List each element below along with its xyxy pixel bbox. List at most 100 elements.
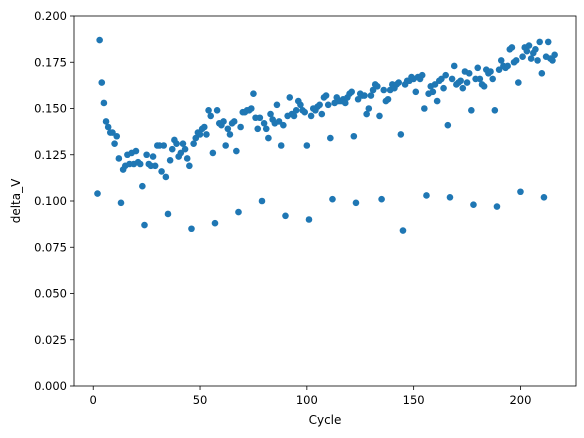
data-point — [158, 168, 165, 175]
data-point — [450, 62, 458, 70]
data-point — [442, 71, 449, 79]
data-point — [363, 110, 370, 118]
data-point — [179, 140, 187, 147]
data-point — [282, 212, 289, 220]
data-point — [352, 199, 360, 207]
data-point — [102, 118, 110, 125]
data-point — [256, 114, 264, 122]
data-point — [226, 131, 234, 138]
data-point — [303, 142, 311, 149]
data-point — [480, 83, 488, 90]
data-point — [141, 221, 148, 229]
y-tick-label: 0.050 — [34, 287, 67, 301]
data-point — [433, 97, 441, 105]
data-point — [186, 162, 193, 170]
y-tick-label: 0.200 — [34, 9, 67, 23]
data-point — [166, 157, 174, 164]
data-point — [160, 142, 168, 149]
data-point — [540, 194, 548, 201]
data-point — [307, 112, 315, 120]
y-tick-label: 0.100 — [34, 194, 67, 208]
data-point — [504, 62, 511, 70]
data-point — [459, 84, 467, 92]
data-point — [273, 101, 281, 109]
data-point — [181, 145, 189, 153]
data-point — [260, 120, 268, 127]
data-point — [109, 129, 116, 136]
data-point — [280, 121, 287, 129]
y-axis-label: delta_V — [9, 178, 23, 223]
data-point — [446, 194, 454, 201]
data-point — [151, 162, 159, 170]
x-axis-label: Cycle — [309, 413, 342, 427]
data-point — [297, 101, 304, 109]
data-point — [115, 155, 123, 162]
data-point — [250, 90, 257, 97]
data-point — [527, 55, 535, 62]
data-points — [94, 36, 558, 234]
data-point — [205, 107, 212, 114]
data-point — [491, 107, 499, 114]
data-point — [457, 77, 464, 85]
data-point — [361, 92, 368, 99]
data-point — [497, 57, 505, 64]
data-point — [136, 160, 144, 168]
data-point — [318, 110, 326, 118]
data-point — [196, 131, 204, 138]
data-point — [100, 99, 108, 107]
data-point — [380, 86, 388, 94]
data-point — [465, 70, 473, 77]
data-point — [329, 195, 336, 203]
data-point — [111, 140, 118, 147]
data-point — [262, 125, 270, 133]
data-point — [213, 107, 221, 114]
data-point — [534, 57, 541, 64]
y-tick-label: 0.000 — [34, 379, 67, 393]
data-point — [162, 173, 170, 181]
data-point — [305, 216, 313, 223]
data-point — [290, 112, 298, 120]
data-point — [235, 208, 242, 216]
data-point — [412, 88, 420, 96]
data-point — [440, 84, 447, 92]
data-point — [374, 83, 381, 90]
x-tick-label: 150 — [403, 393, 425, 407]
x-tick-label: 200 — [509, 393, 531, 407]
data-point — [463, 79, 471, 86]
data-point — [265, 134, 272, 142]
data-point — [525, 42, 533, 49]
data-point — [143, 151, 150, 159]
data-point — [301, 108, 309, 116]
y-tick-label: 0.025 — [34, 333, 67, 347]
data-point — [421, 105, 428, 112]
data-point — [96, 36, 103, 44]
y-tick-label: 0.175 — [34, 55, 67, 69]
data-point — [423, 192, 430, 199]
data-point — [515, 79, 522, 86]
data-point — [139, 182, 146, 190]
data-point — [275, 118, 283, 125]
data-point — [322, 92, 330, 99]
data-point — [220, 118, 227, 125]
data-point — [348, 88, 356, 96]
data-point — [224, 125, 232, 133]
data-point — [418, 71, 426, 79]
data-point — [94, 190, 101, 197]
data-point — [177, 149, 185, 157]
data-point — [324, 101, 332, 109]
data-point — [438, 75, 445, 83]
data-point — [316, 101, 323, 109]
data-point — [190, 140, 197, 147]
data-point — [399, 227, 407, 234]
data-point — [444, 121, 452, 129]
data-point — [104, 123, 112, 131]
data-point — [538, 70, 546, 77]
data-point — [222, 142, 229, 149]
data-point — [468, 107, 475, 114]
data-point — [233, 147, 240, 155]
data-point — [551, 51, 558, 59]
data-point — [519, 53, 526, 60]
data-point — [532, 46, 539, 53]
x-tick-label: 50 — [193, 393, 208, 407]
